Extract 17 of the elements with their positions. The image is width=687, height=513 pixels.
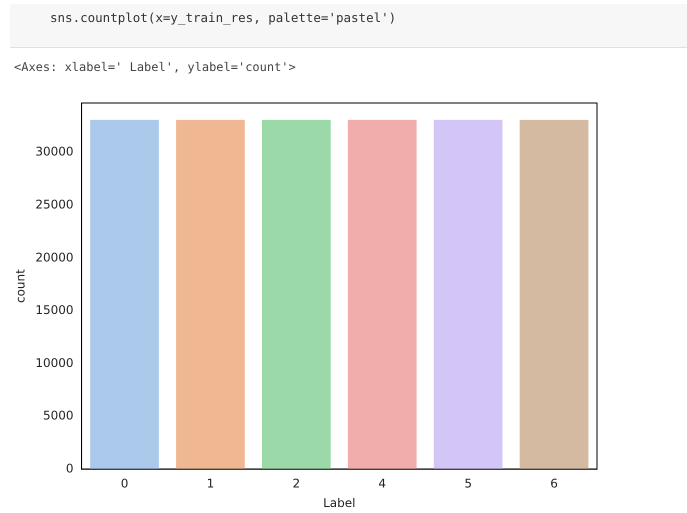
y-axis-title: count bbox=[13, 268, 28, 304]
x-tick-label: 1 bbox=[206, 476, 214, 491]
y-tick-label: 30000 bbox=[35, 144, 74, 159]
x-tick-label: 2 bbox=[292, 476, 300, 491]
x-axis-title: Label bbox=[323, 496, 356, 510]
text: <Axes: xlabel=' Label', ylabel='count'> bbox=[14, 60, 296, 74]
y-tick-label: 20000 bbox=[35, 250, 74, 264]
text: sns.countplot(x=y_train_res, palette='pastel') bbox=[50, 10, 396, 25]
y-tick-label: 5000 bbox=[43, 408, 74, 423]
y-tick-label: 25000 bbox=[35, 197, 74, 212]
y-tick-label: 10000 bbox=[35, 356, 74, 370]
x-tick-label: 5 bbox=[464, 476, 472, 491]
x-tick-label: 4 bbox=[378, 476, 386, 491]
x-tick-label: 0 bbox=[120, 476, 128, 491]
y-tick-label: 15000 bbox=[35, 303, 74, 318]
x-tick-label: 6 bbox=[550, 476, 558, 491]
y-tick-label: 0 bbox=[66, 461, 74, 476]
